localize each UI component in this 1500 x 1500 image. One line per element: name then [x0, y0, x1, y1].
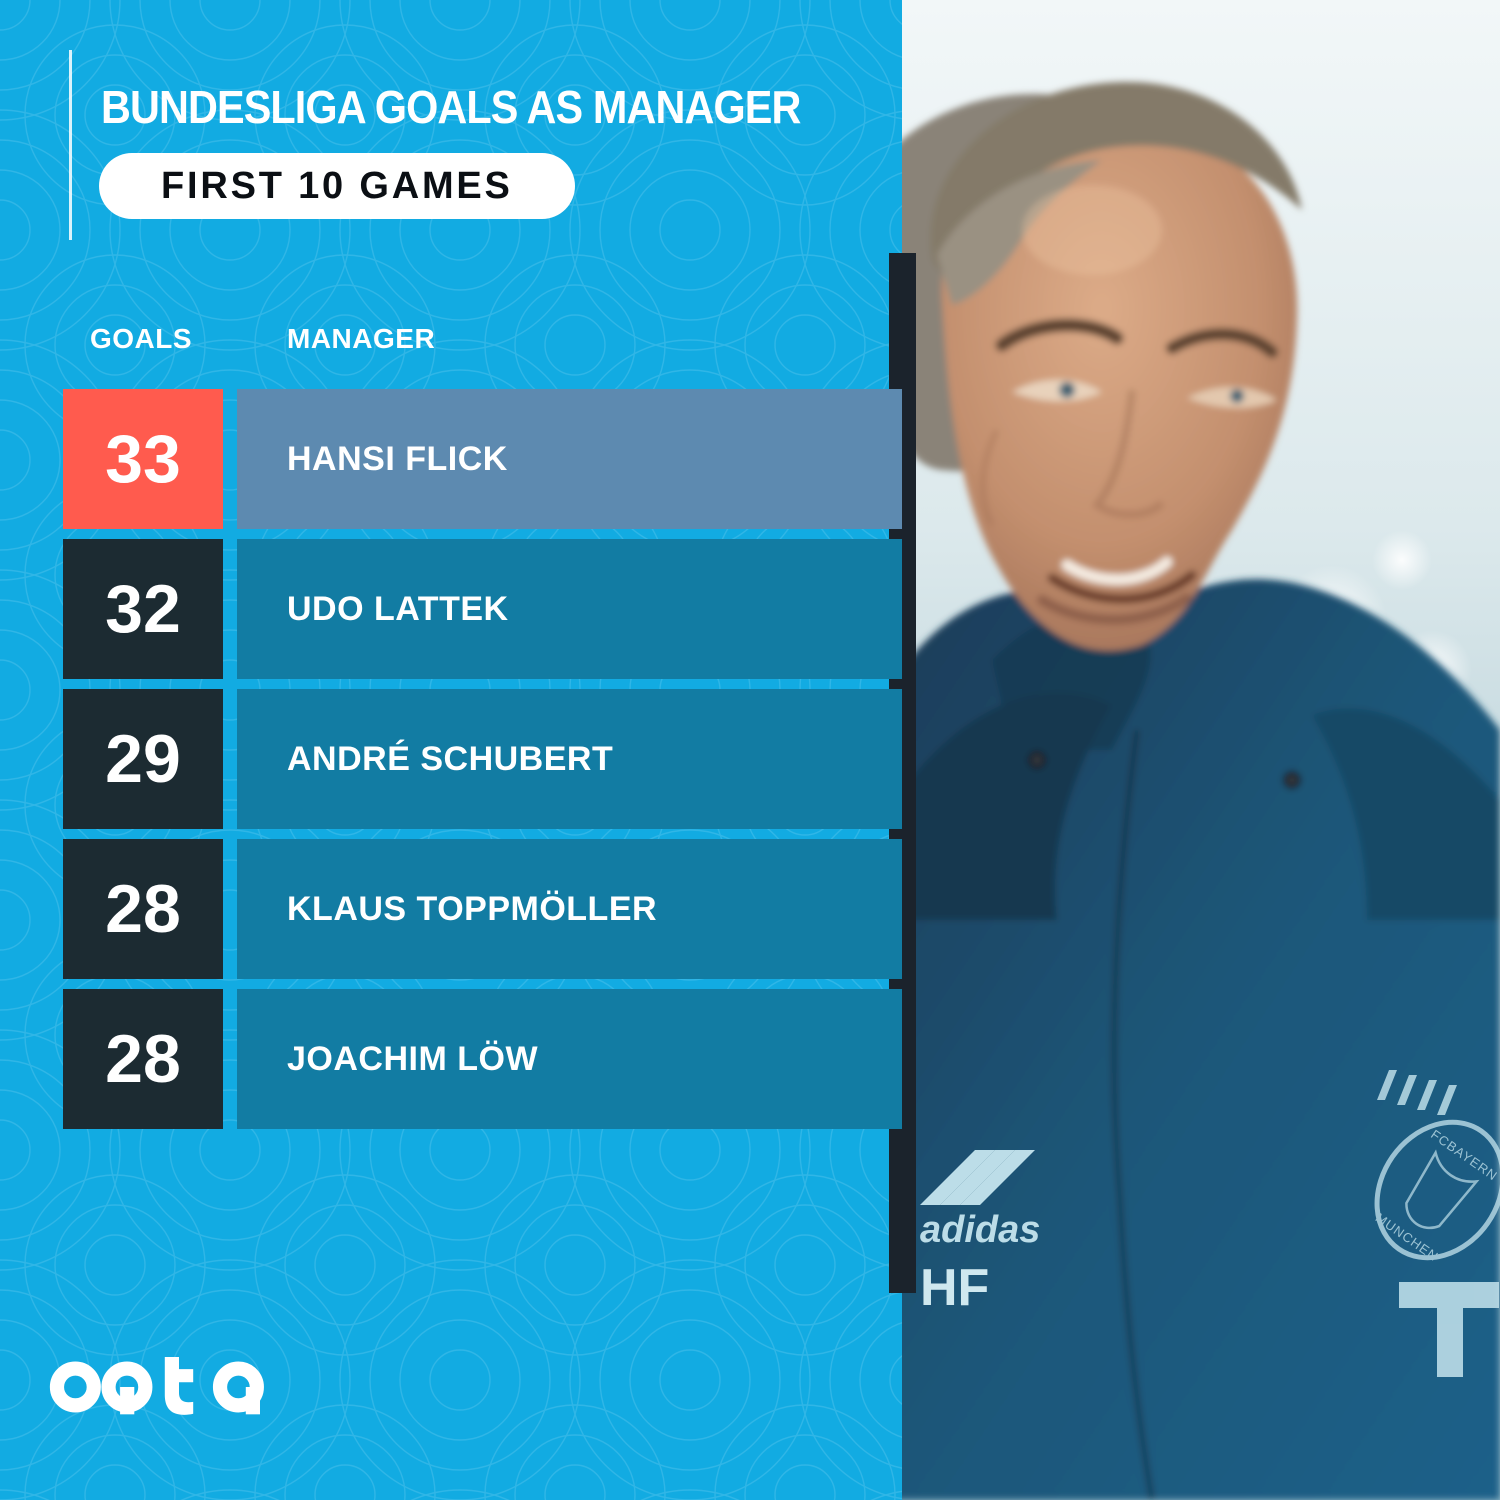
svg-text:adidas: adidas [920, 1209, 1040, 1251]
svg-text:HF: HF [920, 1259, 989, 1317]
